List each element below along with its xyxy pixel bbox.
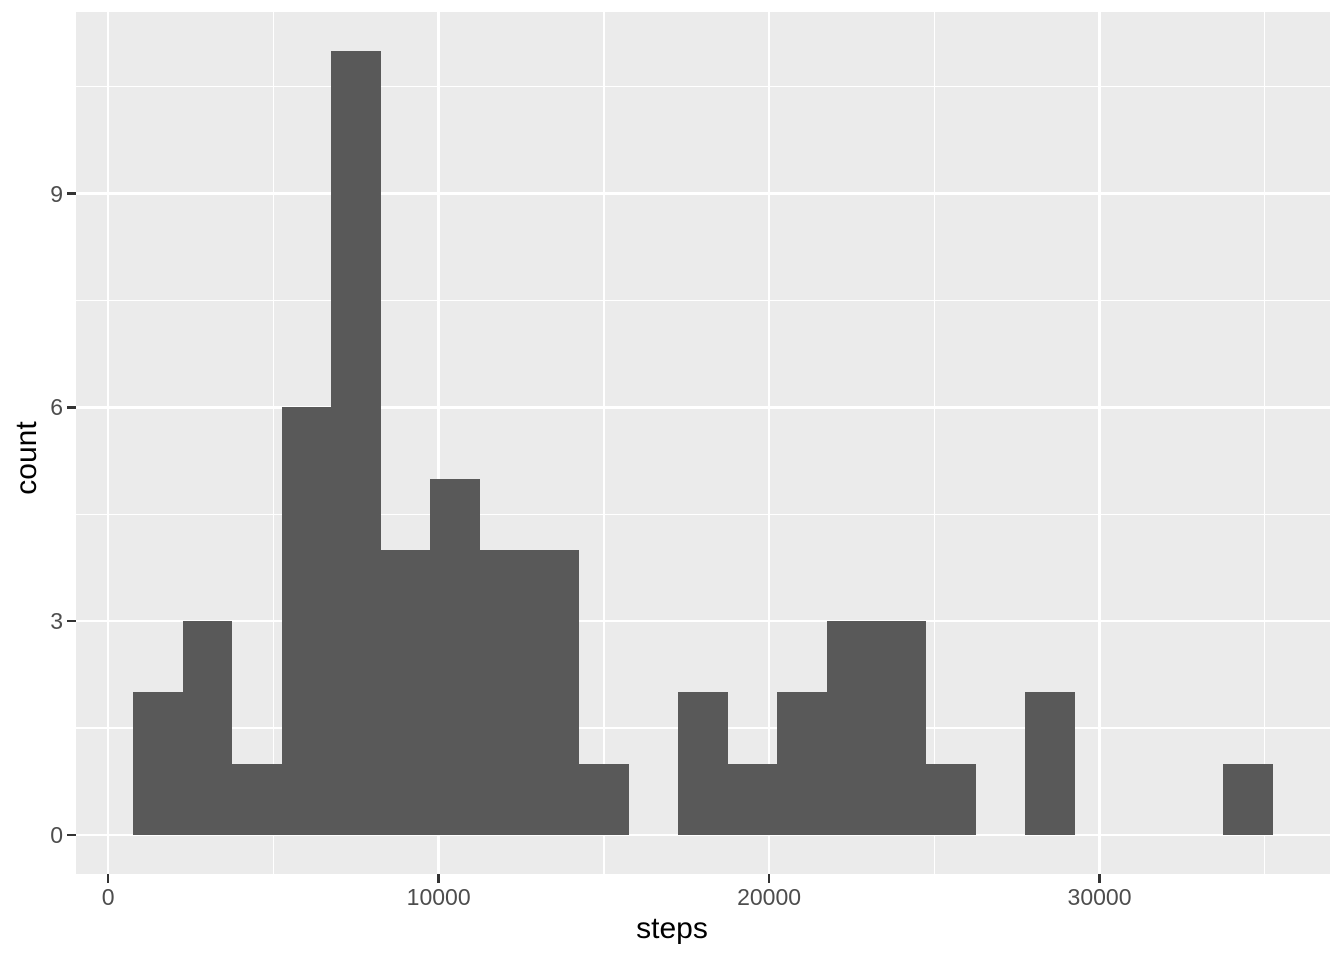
y-minor-gridline xyxy=(76,513,1330,515)
plot-panel xyxy=(76,12,1330,874)
y-major-gridline xyxy=(76,406,1330,409)
x-tick-label: 10000 xyxy=(406,884,471,910)
histogram-bar xyxy=(479,549,530,835)
histogram-bar xyxy=(579,763,629,835)
histogram-bar xyxy=(182,621,233,835)
y-tick-mark xyxy=(67,833,76,837)
histogram-bar xyxy=(331,51,381,835)
x-tick-mark xyxy=(106,874,110,883)
histogram-bar xyxy=(926,763,976,835)
x-tick-label: 20000 xyxy=(737,884,802,910)
x-tick-label: 0 xyxy=(101,884,115,910)
y-axis-title: count xyxy=(10,421,43,495)
x-major-gridline xyxy=(1098,12,1101,874)
x-major-gridline xyxy=(437,12,440,874)
histogram-bar xyxy=(529,549,580,835)
y-major-gridline xyxy=(76,619,1330,623)
histogram-bar xyxy=(281,407,332,835)
histogram-bar xyxy=(430,478,480,835)
y-tick-label: 0 xyxy=(50,821,63,848)
x-tick-mark xyxy=(437,874,440,883)
histogram-bar xyxy=(826,621,877,835)
x-minor-gridline xyxy=(1264,12,1266,874)
y-minor-gridline xyxy=(76,86,1330,88)
histogram-bar xyxy=(1025,692,1075,835)
y-minor-gridline xyxy=(76,299,1330,302)
histogram-bar xyxy=(876,621,927,835)
y-tick-label: 3 xyxy=(50,608,63,635)
x-major-gridline xyxy=(107,12,110,874)
y-tick-mark xyxy=(67,406,76,409)
x-axis-title: steps xyxy=(636,912,708,945)
x-minor-gridline xyxy=(272,12,275,874)
histogram-bar xyxy=(777,692,827,835)
x-minor-gridline xyxy=(603,12,605,874)
x-minor-gridline xyxy=(933,12,935,874)
histogram-bar xyxy=(380,549,431,835)
histogram-bar xyxy=(678,692,728,835)
x-tick-mark xyxy=(1098,874,1101,883)
x-tick-label: 30000 xyxy=(1067,884,1132,910)
histogram-bar xyxy=(727,763,778,835)
y-tick-label: 6 xyxy=(50,394,63,421)
y-major-gridline xyxy=(76,192,1330,195)
histogram-bar xyxy=(133,692,183,835)
x-tick-mark xyxy=(767,874,771,883)
x-major-gridline xyxy=(767,12,771,874)
y-major-gridline xyxy=(76,833,1330,836)
x-axis-title-row: steps xyxy=(0,914,1344,944)
histogram-bar xyxy=(1223,763,1273,835)
y-tick-mark xyxy=(67,619,76,623)
y-tick-mark xyxy=(67,192,76,195)
histogram-bar xyxy=(232,763,282,835)
y-tick-label: 9 xyxy=(50,180,63,207)
